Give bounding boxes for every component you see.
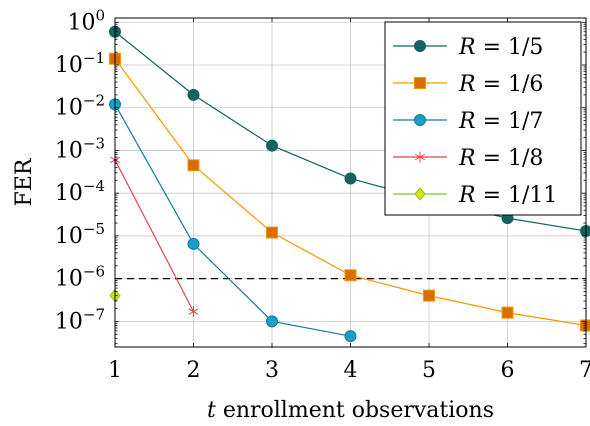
data-point [187,88,200,101]
legend-marker [414,187,426,201]
data-point [188,306,199,318]
y-tick-label: 10−3 [55,134,105,163]
data-point [266,315,278,328]
y-tick-label: 10−5 [55,220,105,249]
x-axis-label-text: enrollment observations [216,398,494,423]
data-point [266,139,278,152]
star-stroke [414,153,426,161]
legend-item-5: R = 1/11 [393,183,557,208]
y-tick-label: 10−1 [55,49,105,78]
legend-label: R = 1/6 [458,72,543,97]
x-axis-label-variable: t [207,398,216,423]
legend: R = 1/5 R = 1/6 R = 1/7 R = 1/8 R = 1/11 [384,21,582,216]
y-tick-label: 10−2 [55,92,105,121]
legend-marker [414,114,426,126]
data-point [266,226,278,239]
y-tick-label: 10−4 [55,177,105,206]
x-tick-label: 1 [108,358,122,383]
series-line [114,159,195,312]
data-point [344,330,357,343]
x-tick-labels: 1 2 3 4 5 6 7 [108,358,590,383]
legend-label: R = 1/7 [458,109,543,134]
data-point [344,269,357,282]
x-tick-label: 6 [501,358,515,383]
data-point [187,159,200,172]
y-tick-label: 100 [67,6,105,35]
legend-item-3: R = 1/7 [393,109,543,134]
y-tick-label: 10−7 [55,305,105,334]
y-axis-label: FER [12,157,37,206]
data-point [580,225,590,238]
y-tick-label: 10−6 [55,263,105,292]
data-point [344,172,357,185]
axis-ticks [114,18,587,347]
legend-label: R = 1/5 [458,35,543,60]
x-tick-label: 3 [265,358,279,383]
star-stroke [188,308,199,315]
legend-label: R = 1/11 [458,183,557,208]
data-point [187,237,200,250]
data-point [423,289,435,302]
legend-item-4: R = 1/8 [393,146,543,171]
legend-marker [414,40,426,52]
legend-item-1: R = 1/5 [393,35,543,60]
legend-item-2: R = 1/6 [393,72,543,97]
x-axis-label: t enrollment observations [207,398,494,423]
x-tick-label: 5 [422,358,436,383]
y-tick-labels: 100 10−1 10−2 10−3 10−4 10−5 10−6 10−7 [55,6,105,334]
data-point [501,306,514,319]
legend-marker [414,77,426,89]
x-tick-label: 2 [187,358,201,383]
x-tick-label: 7 [579,358,590,383]
legend-label: R = 1/8 [458,146,543,171]
series-line [114,104,351,337]
legend-marker [414,151,426,163]
x-tick-label: 4 [344,358,358,383]
